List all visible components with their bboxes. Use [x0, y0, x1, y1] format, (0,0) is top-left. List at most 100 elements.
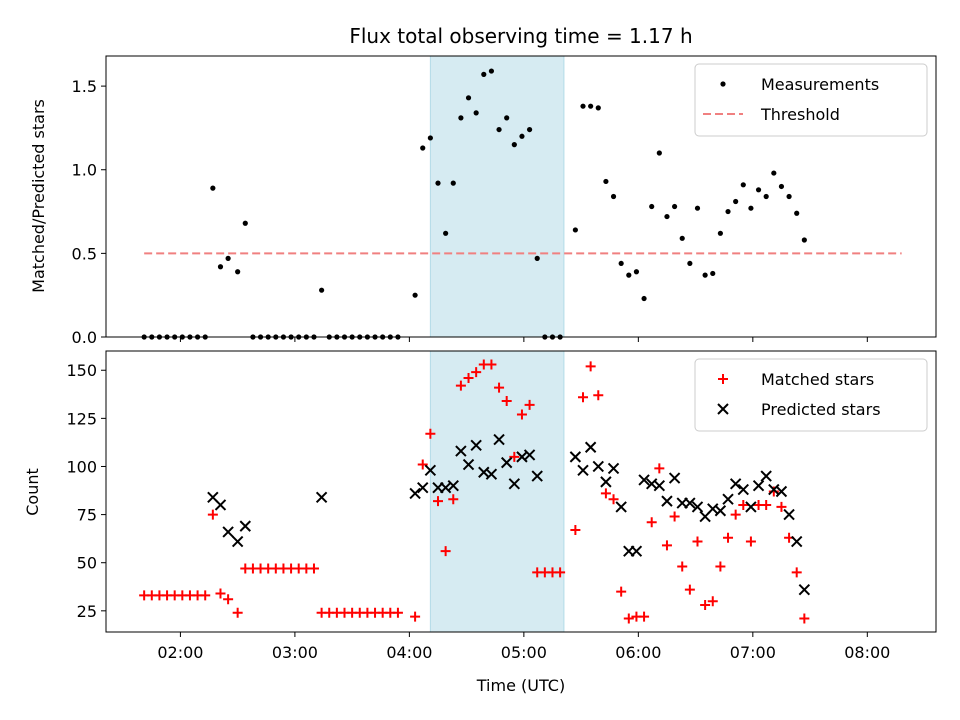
predicted-stars-point: [222, 526, 234, 538]
predicted-stars-point: [760, 470, 772, 482]
matched-stars-point: [745, 536, 756, 547]
measurement-point: [526, 126, 533, 133]
predicted-stars-point: [638, 474, 650, 486]
measurement-point: [595, 105, 601, 111]
matched-stars-point: [761, 499, 772, 510]
measurement-point: [225, 255, 231, 261]
measurement-point: [679, 235, 685, 241]
measurement-point: [618, 260, 624, 267]
measurement-point: [763, 193, 769, 200]
matched-stars-point: [463, 372, 474, 383]
measurement-point: [656, 150, 662, 156]
predicted-stars-point: [630, 545, 643, 557]
measurement-point: [420, 145, 426, 151]
matched-stars-point: [707, 596, 718, 607]
measurement-point: [210, 185, 216, 191]
predicted-stars-point: [691, 501, 704, 513]
matched-stars-point: [448, 494, 459, 505]
measurement-point: [626, 272, 632, 278]
predicted-stars-point: [607, 462, 620, 475]
predicted-stars-point: [745, 501, 757, 513]
predicted-stars-point: [239, 520, 251, 532]
matched-stars-point: [486, 359, 497, 370]
bottom-y-tick-label: 150: [66, 361, 97, 380]
matched-stars-point: [593, 390, 604, 401]
matched-stars-point: [585, 361, 596, 372]
matched-stars-point: [600, 488, 611, 499]
top-legend: Measurements Threshold: [694, 63, 928, 137]
predicted-stars-point: [661, 495, 673, 507]
matched-stars-point: [684, 584, 695, 595]
x-axis-label: Time (UTC): [476, 676, 565, 695]
predicted-stars-point: [531, 470, 543, 482]
matched-stars-point: [417, 459, 428, 470]
matched-stars-point: [308, 563, 319, 574]
measurement-point: [740, 182, 746, 188]
predicted-stars-point: [592, 460, 604, 473]
matched-stars-point: [661, 540, 672, 551]
matched-stars-point: [440, 546, 451, 557]
bottom-y-axis-label: Count: [23, 468, 42, 516]
measurement-point: [687, 260, 693, 267]
chart-title: Flux total observing time = 1.17 h: [349, 24, 692, 48]
matched-stars-point: [524, 399, 535, 410]
measurement-point: [771, 170, 777, 176]
matched-stars-point: [433, 496, 443, 507]
measurement-point: [504, 115, 510, 121]
bottom-y-tick-label: 100: [66, 457, 97, 476]
measurement-point: [488, 68, 495, 74]
matched-stars-point: [509, 451, 520, 462]
x-tick-label: 06:00: [615, 643, 661, 662]
measurement-point: [242, 220, 248, 226]
predicted-stars-point: [508, 478, 521, 490]
matched-stars-point: [501, 396, 512, 407]
measurement-point: [435, 180, 441, 186]
measurement-point: [794, 210, 800, 216]
matched-stars-point: [799, 613, 810, 624]
measurement-point: [572, 227, 578, 233]
measurement-point: [443, 230, 449, 236]
measurement-point: [603, 178, 609, 185]
bottom-axes-frame: [105, 350, 937, 633]
measurement-point: [778, 183, 785, 190]
legend-label: Measurements: [761, 75, 879, 94]
predicted-stars-point: [653, 480, 666, 492]
bottom-y-tick-label: 125: [66, 409, 97, 428]
top-series-1: [141, 68, 807, 340]
measurement-point: [235, 269, 241, 275]
matched-stars-point: [646, 517, 657, 528]
matched-stars-point: [578, 392, 589, 403]
matched-stars-point: [494, 382, 505, 393]
measurement-point: [511, 142, 517, 148]
measurement-point: [465, 95, 472, 101]
measurement-point: [319, 287, 325, 293]
bottom-y-tick-label: 25: [77, 602, 97, 621]
predicted-stars-point: [729, 478, 742, 490]
predicted-stars-point: [577, 464, 589, 477]
matched-stars-point: [455, 380, 466, 391]
matched-stars-point: [555, 567, 566, 578]
predicted-stars-point: [455, 445, 467, 457]
predicted-stars-point: [737, 483, 749, 496]
predicted-stars-point: [584, 441, 597, 453]
matched-stars-point: [425, 428, 436, 439]
matched-stars-point: [392, 607, 403, 618]
legend-marker: [718, 374, 728, 384]
matched-stars-point: [723, 532, 734, 543]
predicted-stars-point: [569, 451, 582, 463]
top-legend-box: [694, 63, 928, 137]
bottom-y-tick-label: 50: [77, 554, 97, 573]
matched-stars-point: [692, 536, 703, 547]
predicted-stars-point: [315, 491, 328, 503]
legend-marker: [717, 403, 729, 415]
measurement-point: [748, 205, 754, 211]
matched-stars-point: [200, 590, 211, 601]
bottom-legend-box: [694, 358, 928, 432]
matched-stars-point: [471, 367, 482, 378]
measurement-point: [427, 135, 433, 141]
bottom-panel: 25 50 75 100 125 150 02:00 03:00 04:00 05:00 06:00…: [66, 350, 937, 662]
measurement-point: [496, 126, 502, 133]
matched-stars-point: [516, 409, 527, 420]
predicted-stars-point: [722, 493, 734, 505]
